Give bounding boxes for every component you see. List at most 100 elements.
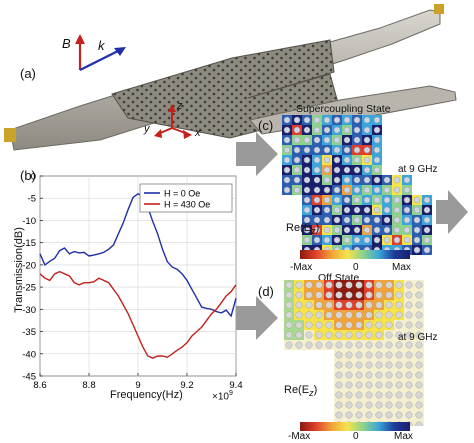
resonator-pin [423, 216, 431, 224]
y-tick-label: -35 [22, 327, 36, 338]
resonator-pin [353, 226, 361, 234]
resonator-pin [295, 281, 303, 289]
resonator-pin [335, 331, 343, 339]
resonator-pin [313, 216, 321, 224]
resonator-pin [333, 116, 341, 124]
resonator-pin [415, 361, 423, 369]
resonator-pin [393, 206, 401, 214]
resonator-pin [355, 401, 363, 409]
y-axis-head [154, 129, 162, 138]
resonator-pin [333, 176, 341, 184]
colorbar-c [300, 250, 410, 259]
resonator-pin [335, 341, 343, 349]
resonator-pin [353, 146, 361, 154]
resonator-pin [393, 186, 401, 194]
resonator-pin [385, 391, 393, 399]
resonator-pin [333, 156, 341, 164]
field-label-c-close: ) [315, 222, 320, 234]
resonator-pin [403, 216, 411, 224]
resonator-pin [335, 321, 343, 329]
resonator-pin [413, 236, 421, 244]
resonator-pin [383, 216, 391, 224]
resonator-pin [313, 126, 321, 134]
resonator-pin [415, 321, 423, 329]
resonator-pin [363, 136, 371, 144]
resonator-pin [345, 371, 353, 379]
resonator-pin [375, 351, 383, 359]
resonator-pin [323, 226, 331, 234]
resonator-pin [373, 176, 381, 184]
resonator-pin [363, 126, 371, 134]
resonator-pin [285, 311, 293, 319]
colorbar-d [300, 422, 410, 431]
resonator-pin [375, 401, 383, 409]
resonator-pin [365, 291, 373, 299]
series-line-2 [39, 270, 237, 359]
resonator-pin [343, 216, 351, 224]
resonator-pin [313, 206, 321, 214]
resonator-pin [343, 156, 351, 164]
resonator-pin [335, 301, 343, 309]
resonator-pin [373, 196, 381, 204]
z-axis-head [168, 104, 176, 112]
field-label-d-close: ) [313, 384, 318, 396]
resonator-pin [363, 186, 371, 194]
state-title-c: Supercoupling State [296, 103, 391, 115]
resonator-pin [365, 341, 373, 349]
resonator-pin [303, 126, 311, 134]
resonator-pin [313, 176, 321, 184]
resonator-pin [385, 361, 393, 369]
resonator-pin [395, 321, 403, 329]
resonator-pin [333, 206, 341, 214]
resonator-pin [315, 321, 323, 329]
resonator-pin [283, 186, 291, 194]
k-axis-label: k [98, 38, 105, 53]
x-tick-label: 9.4 [229, 380, 242, 391]
resonator-pin [343, 236, 351, 244]
resonator-pin [353, 156, 361, 164]
resonator-pin [363, 196, 371, 204]
resonator-pin [415, 311, 423, 319]
resonator-pin [353, 216, 361, 224]
resonator-pin [375, 411, 383, 419]
resonator-pin [315, 301, 323, 309]
resonator-pin [323, 216, 331, 224]
resonator-pin [375, 381, 383, 389]
resonator-pin [323, 206, 331, 214]
resonator-pin [285, 291, 293, 299]
x-multiplier-base: ×10 [212, 391, 229, 403]
resonator-pin [293, 146, 301, 154]
k-arrowhead [114, 47, 126, 56]
resonator-pin [365, 411, 373, 419]
resonator-pin [395, 361, 403, 369]
resonator-pin [305, 291, 313, 299]
resonator-pin [395, 311, 403, 319]
resonator-pin [363, 156, 371, 164]
resonator-pin [295, 301, 303, 309]
transmission-chart: 8.6 8.8 9 9.2 9.4 0 -5 -10 -15 -20 -25 -30 -35 -40 -45… [22, 172, 242, 392]
resonator-pin [293, 116, 301, 124]
resonator-pin [285, 301, 293, 309]
resonator-pin [343, 206, 351, 214]
resonator-pin [343, 116, 351, 124]
connector-right [434, 4, 444, 14]
resonator-pin [355, 281, 363, 289]
resonator-pin [403, 206, 411, 214]
resonator-pin [415, 281, 423, 289]
resonator-pin [313, 136, 321, 144]
resonator-pin [423, 246, 431, 254]
resonator-pin [403, 176, 411, 184]
resonator-pin [395, 301, 403, 309]
colorbar-c-mid: 0 [353, 262, 359, 273]
resonator-pin [345, 381, 353, 389]
resonator-pin [413, 216, 421, 224]
resonator-pin [313, 116, 321, 124]
resonator-pin [363, 116, 371, 124]
resonator-pin [313, 226, 321, 234]
resonator-pin [295, 311, 303, 319]
colorbar-c-min: -Max [290, 262, 313, 273]
resonator-pin [315, 341, 323, 349]
x-axis-head [183, 130, 192, 139]
resonator-pin [385, 321, 393, 329]
legend-label: H = 430 Oe [164, 200, 210, 210]
